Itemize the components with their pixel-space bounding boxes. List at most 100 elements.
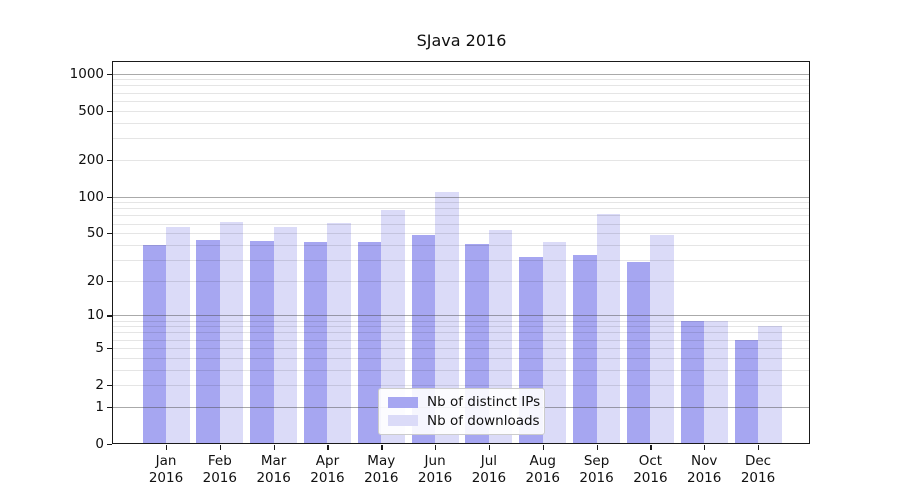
bar-distinct-ips-may — [357, 242, 382, 444]
y-tick-mark-50 — [107, 233, 112, 235]
y-axis-tick-label-100: 100 — [78, 188, 104, 205]
x-axis-label-mar-2016: Mar 2016 — [246, 453, 302, 487]
x-axis-label-aug-2016: Aug 2016 — [515, 453, 571, 487]
x-axis-label-nov-2016: Nov 2016 — [676, 453, 732, 487]
bar-downloads-apr — [327, 222, 351, 444]
bar-downloads-may — [381, 210, 405, 444]
y-axis-tick-label-200: 200 — [78, 151, 104, 168]
gridline-minor-400 — [113, 122, 810, 124]
y-axis-tick-label-2: 2 — [95, 377, 104, 394]
x-axis-label-feb-2016: Feb 2016 — [192, 453, 248, 487]
x-axis-label-year: 2016 — [471, 470, 507, 486]
gridline-minor-6 — [113, 339, 810, 341]
x-tick-mark-mar — [273, 445, 275, 450]
gridline-minor-300 — [113, 137, 810, 139]
x-tick-mark-apr — [327, 445, 329, 450]
y-axis-tick-label-50: 50 — [86, 225, 104, 242]
y-tick-mark-0 — [107, 444, 112, 446]
x-axis-label-year: 2016 — [310, 470, 345, 486]
gridline-minor-90 — [113, 202, 810, 204]
bar-downloads-aug — [542, 242, 567, 444]
gridline-minor-600 — [113, 100, 810, 102]
x-axis-label-jul-2016: Jul 2016 — [461, 453, 517, 487]
plot-area — [113, 62, 810, 444]
x-tick-mark-jan — [166, 445, 168, 450]
x-axis-label-sep-2016: Sep 2016 — [569, 453, 625, 487]
x-tick-mark-jun — [435, 445, 437, 450]
x-tick-mark-aug — [542, 445, 545, 450]
x-tick-mark-sep — [596, 445, 598, 450]
y-tick-mark-2 — [107, 385, 112, 387]
bar-distinct-ips-nov — [680, 320, 705, 444]
x-tick-mark-dec — [758, 445, 760, 450]
y-tick-mark-1000 — [107, 73, 112, 75]
x-axis-label-apr-2016: Apr 2016 — [299, 453, 355, 487]
gridline-minor-70 — [113, 215, 810, 217]
legend: Nb of distinct IPs Nb of downloads — [378, 388, 545, 435]
x-axis-label-jun-2016: Jun 2016 — [407, 453, 463, 487]
x-axis-label-year: 2016 — [633, 470, 668, 486]
y-axis-tick-label-1: 1 — [95, 398, 104, 415]
bar-downloads-dec — [758, 326, 782, 444]
bar-distinct-ips-feb — [196, 239, 220, 444]
y-axis-tick-label-20: 20 — [86, 272, 104, 289]
y-axis-tick-label-10: 10 — [86, 307, 104, 324]
y-tick-mark-500 — [107, 110, 112, 112]
gridline-minor-5 — [113, 347, 810, 349]
gridline-minor-200 — [113, 159, 810, 161]
y-tick-mark-200 — [107, 159, 112, 161]
bar-downloads-jun — [435, 192, 459, 444]
gridline-minor-60 — [113, 223, 810, 225]
legend-label-distinct-ips: Nb of distinct IPs — [427, 394, 541, 411]
gridline-minor-4 — [113, 357, 810, 359]
bar-distinct-ips-apr — [303, 242, 328, 444]
gridline-minor-800 — [113, 85, 810, 87]
x-axis-label-oct-2016: Oct 2016 — [622, 453, 678, 487]
gridline-minor-20 — [113, 280, 810, 282]
legend-label-downloads: Nb of downloads — [427, 412, 540, 429]
gridline-minor-900 — [113, 79, 810, 81]
gridline-minor-50 — [113, 233, 810, 235]
bar-distinct-ips-jan — [142, 244, 166, 444]
x-tick-mark-jul — [488, 445, 491, 450]
legend-swatch-downloads — [388, 415, 418, 427]
gridline-minor-8 — [113, 326, 810, 328]
y-axis-tick-label-0: 0 — [95, 436, 104, 452]
bar-downloads-mar — [273, 227, 298, 444]
x-axis-label-year: 2016 — [148, 470, 184, 486]
bar-downloads-feb — [219, 221, 244, 444]
bar-downloads-sep — [596, 213, 621, 444]
x-axis-label-year: 2016 — [740, 470, 776, 486]
bar-distinct-ips-sep — [573, 254, 597, 444]
gridline-minor-500 — [113, 110, 810, 112]
gridline-minor-7 — [113, 332, 810, 334]
gridline-minor-30 — [113, 259, 810, 261]
y-tick-mark-5 — [107, 347, 112, 350]
y-axis-tick-label-5: 5 — [95, 339, 104, 356]
y-tick-mark-10 — [107, 315, 112, 317]
x-axis-label-may-2016: May 2016 — [353, 453, 409, 487]
gridline-major-100 — [113, 196, 810, 198]
x-tick-mark-oct — [650, 445, 652, 450]
y-tick-mark-20 — [107, 280, 112, 283]
bar-downloads-jan — [166, 227, 190, 444]
gridline-major-10 — [113, 315, 810, 317]
x-tick-mark-feb — [219, 445, 222, 450]
y-tick-mark-100 — [107, 196, 112, 198]
gridline-minor-80 — [113, 208, 810, 210]
bar-downloads-oct — [650, 235, 674, 444]
x-axis-label-year: 2016 — [364, 470, 399, 486]
gridline-minor-3 — [113, 369, 810, 371]
x-axis-label-year: 2016 — [687, 470, 722, 486]
x-axis-label-year: 2016 — [202, 470, 237, 486]
y-tick-mark-1 — [107, 406, 112, 409]
gridline-minor-9 — [113, 320, 810, 322]
chart-title: SJava 2016 — [416, 31, 507, 50]
y-axis-tick-label-1000: 1000 — [69, 65, 104, 82]
legend-item-downloads: Nb of downloads — [388, 413, 540, 429]
gridline-minor-40 — [113, 244, 810, 246]
gridline-minor-700 — [113, 92, 810, 94]
x-axis-label-dec-2016: Dec 2016 — [730, 453, 786, 487]
gridline-minor-2 — [113, 385, 810, 387]
